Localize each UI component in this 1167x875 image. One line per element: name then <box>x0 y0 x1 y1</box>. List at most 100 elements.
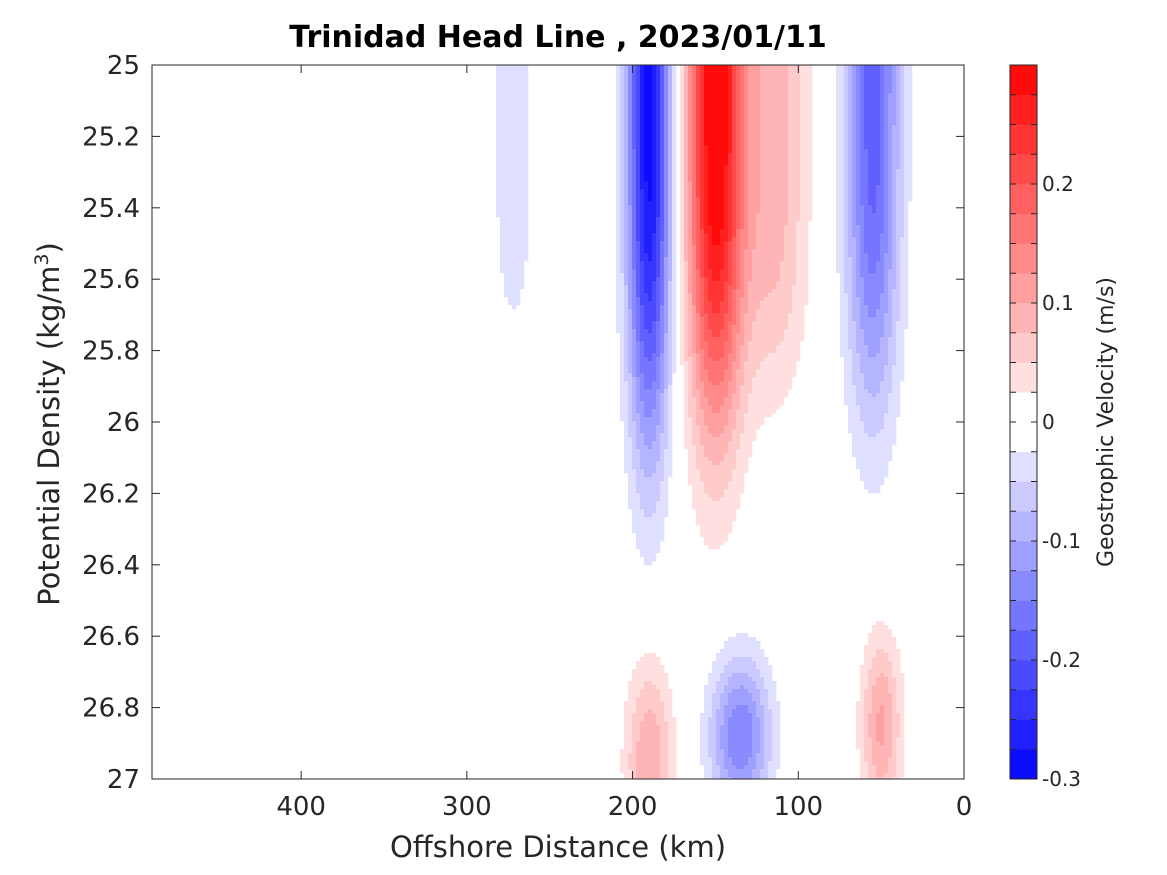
contour-cell <box>864 89 869 94</box>
contour-cell <box>720 113 725 118</box>
contour-cell <box>684 225 689 230</box>
contour-cell <box>524 237 529 242</box>
contour-cell <box>784 77 789 82</box>
contour-cell <box>804 217 809 222</box>
contour-cell <box>868 165 873 170</box>
contour-cell <box>712 273 717 278</box>
contour-cell <box>732 153 737 158</box>
contour-cell <box>724 65 729 70</box>
contour-cell <box>804 201 809 206</box>
contour-cell <box>660 341 665 346</box>
contour-cell <box>764 73 769 78</box>
contour-cell <box>664 73 669 78</box>
contour-cell <box>760 245 765 250</box>
contour-cell <box>888 289 893 294</box>
contour-cell <box>728 329 733 334</box>
contour-cell <box>504 161 509 166</box>
contour-cell <box>632 289 637 294</box>
contour-cell <box>840 181 845 186</box>
contour-cell <box>712 217 717 222</box>
contour-cell <box>792 241 797 246</box>
contour-cell <box>504 185 509 190</box>
contour-cell <box>868 177 873 182</box>
contour-cell <box>876 325 881 330</box>
contour-cell <box>776 317 781 322</box>
contour-cell <box>656 133 661 138</box>
contour-cell <box>696 317 701 322</box>
contour-cell <box>872 189 877 194</box>
contour-cell <box>664 65 669 70</box>
contour-cell <box>708 333 713 338</box>
contour-cell <box>752 249 757 254</box>
contour-cell <box>836 237 841 242</box>
contour-cell <box>700 157 705 162</box>
contour-cell <box>844 157 849 162</box>
contour-cell <box>880 65 885 70</box>
contour-cell <box>784 125 789 130</box>
contour-cell <box>524 89 529 94</box>
contour-cell <box>660 205 665 210</box>
contour-cell <box>636 113 641 118</box>
contour-cell <box>892 289 897 294</box>
contour-cell <box>708 69 713 74</box>
contour-cell <box>524 73 529 78</box>
contour-cell <box>876 121 881 126</box>
contour-cell <box>784 113 789 118</box>
contour-cell <box>804 293 809 298</box>
contour-cell <box>880 193 885 198</box>
contour-cell <box>616 233 621 238</box>
contour-cell <box>800 181 805 186</box>
contour-cell <box>508 165 513 170</box>
contour-cell <box>808 189 813 194</box>
contour-cell <box>768 65 773 70</box>
contour-cell <box>864 101 869 106</box>
contour-cell <box>852 137 857 142</box>
contour-cell <box>904 217 909 222</box>
contour-cell <box>784 145 789 150</box>
contour-cell <box>840 137 845 142</box>
contour-cell <box>908 125 913 130</box>
contour-cell <box>652 213 657 218</box>
contour-cell <box>664 145 669 150</box>
contour-cell <box>720 221 725 226</box>
contour-cell <box>524 153 529 158</box>
contour-cell <box>508 105 513 110</box>
contour-cell <box>524 165 529 170</box>
contour-cell <box>772 233 777 238</box>
contour-cell <box>668 213 673 218</box>
contour-cell <box>756 157 761 162</box>
contour-cell <box>868 253 873 258</box>
contour-cell <box>720 185 725 190</box>
contour-cell <box>752 201 757 206</box>
contour-cell <box>744 321 749 326</box>
contour-cell <box>684 253 689 258</box>
contour-cell <box>616 241 621 246</box>
contour-cell <box>704 81 709 86</box>
contour-cell <box>736 85 741 90</box>
contour-cell <box>664 85 669 90</box>
contour-cell <box>520 129 525 134</box>
contour-cell <box>760 221 765 226</box>
contour-cell <box>900 153 905 158</box>
contour-cell <box>892 129 897 134</box>
contour-cell <box>516 273 521 278</box>
contour-cell <box>708 257 713 262</box>
contour-cell <box>660 189 665 194</box>
contour-cell <box>748 209 753 214</box>
contour-cell <box>732 325 737 330</box>
contour-cell <box>708 189 713 194</box>
contour-cell <box>708 261 713 266</box>
contour-cell <box>752 325 757 330</box>
contour-cell <box>648 101 653 106</box>
contour-cell <box>692 297 697 302</box>
contour-cell <box>700 341 705 346</box>
contour-cell <box>864 65 869 70</box>
contour-cell <box>684 325 689 330</box>
contour-cell <box>776 265 781 270</box>
contour-cell <box>616 193 621 198</box>
contour-cell <box>724 189 729 194</box>
contour-cell <box>632 121 637 126</box>
contour-cell <box>700 97 705 102</box>
contour-cell <box>512 133 517 138</box>
contour-cell <box>752 81 757 86</box>
